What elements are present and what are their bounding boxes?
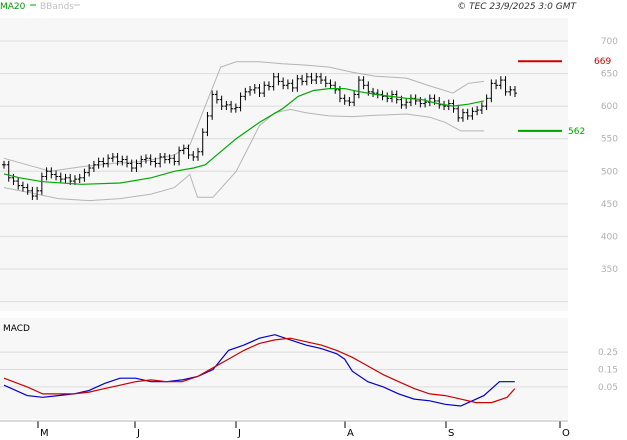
resistance-label: 669 [594, 57, 611, 67]
price-y-tick: 350 [601, 265, 618, 275]
price-panel [0, 18, 568, 311]
copyright-timestamp: © TEC 23/9/2025 3:0 GMT [457, 2, 577, 12]
legend-bbands: BBands [40, 2, 74, 12]
legend-ma20: MA20 [0, 2, 26, 12]
macd-y-tick: 0.15 [598, 366, 618, 376]
signal-line [3, 337, 516, 404]
x-tick-label: S [448, 428, 454, 439]
macd-panel [0, 318, 568, 419]
price-grid [0, 40, 568, 303]
x-tick-label: J [136, 428, 140, 439]
ma20-line [3, 88, 485, 185]
x-tick-label: O [562, 428, 570, 439]
price-y-tick: 700 [601, 37, 618, 47]
x-tick-label: M [40, 428, 49, 439]
support-label: 562 [568, 127, 585, 137]
header-legend: MA20 BBands [0, 2, 80, 12]
price-levels: 669 562 [518, 57, 611, 137]
price-y-tick: 650 [601, 70, 618, 80]
macd-lines [3, 334, 516, 407]
macd-y-tick: 0.25 [598, 348, 618, 358]
price-y-axis: 700 650 600 550 500 450 400 350 [601, 37, 618, 275]
price-y-tick: 500 [601, 167, 618, 177]
macd-line [3, 334, 515, 407]
macd-grid [0, 351, 568, 388]
price-bars [2, 72, 517, 200]
macd-y-tick: 0.05 [598, 383, 618, 393]
bbands-lower-line [3, 108, 484, 202]
price-y-tick: 400 [601, 232, 618, 242]
ma20-path [3, 88, 485, 185]
macd-y-axis: 0.25 0.15 0.05 [598, 348, 618, 393]
price-y-tick: 550 [601, 135, 618, 145]
price-y-tick: 450 [601, 200, 618, 210]
macd-panel-label: MACD [3, 324, 30, 334]
price-y-tick: 600 [601, 102, 618, 112]
x-tick-label: J [237, 428, 241, 439]
x-tick-label: A [347, 428, 354, 439]
